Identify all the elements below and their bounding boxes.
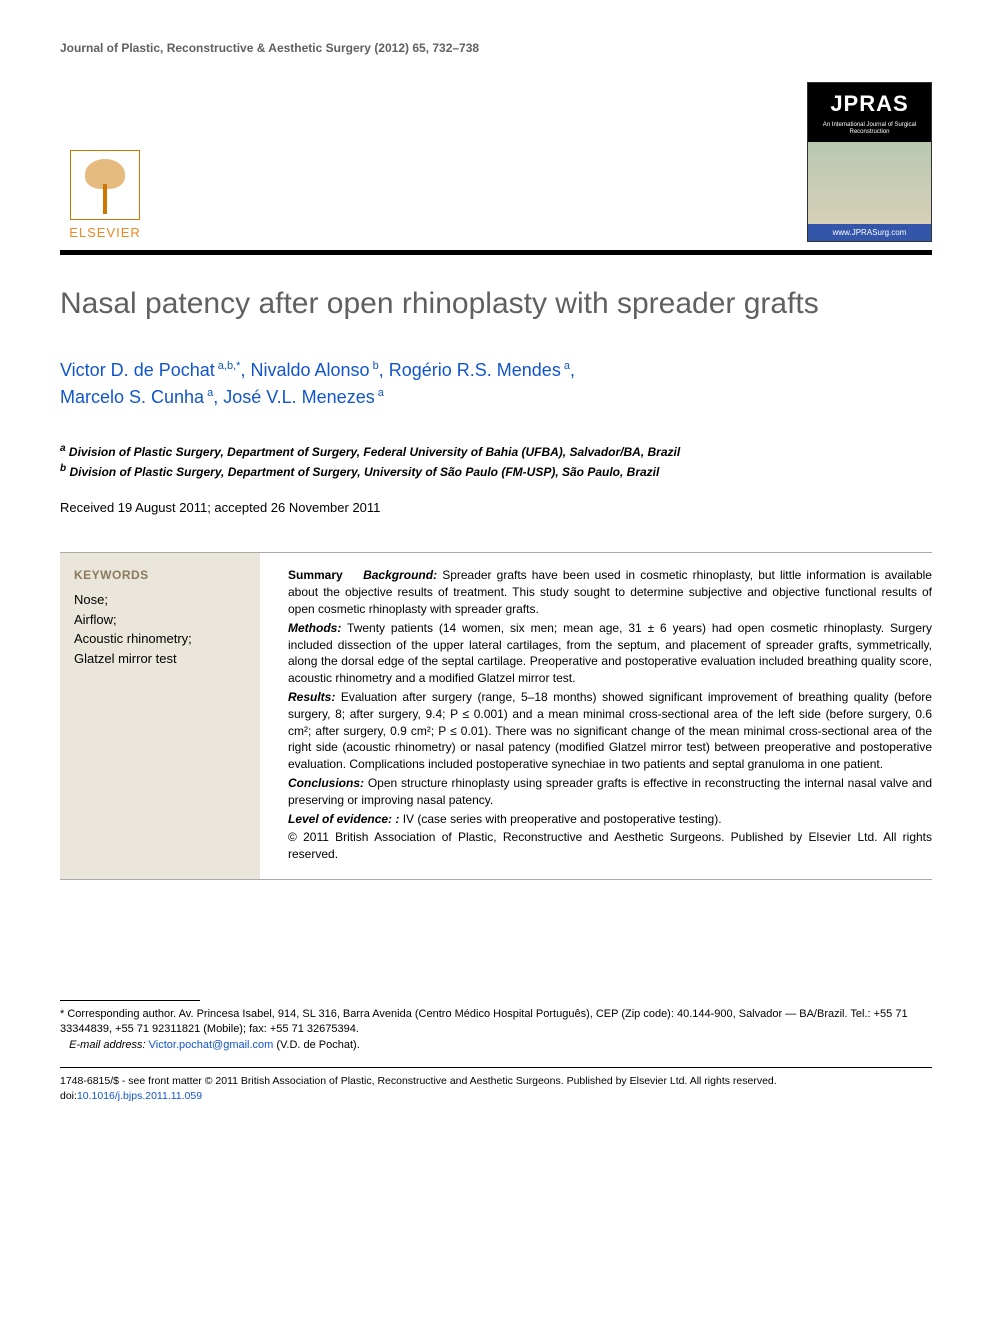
abstract-methods-text: Twenty patients (14 women, six men; mean… <box>288 621 932 685</box>
abstract-section-label: Conclusions: <box>288 776 364 790</box>
author[interactable]: Nivaldo Alonso b <box>250 360 378 380</box>
abstract-section-label: Methods: <box>288 621 341 635</box>
journal-reference: Journal of Plastic, Reconstructive & Aes… <box>60 40 932 57</box>
article-title: Nasal patency after open rhinoplasty wit… <box>60 285 932 323</box>
abstract-text: Summary Background: Spreader grafts have… <box>260 553 932 879</box>
doi-link[interactable]: 10.1016/j.bjps.2011.11.059 <box>77 1090 202 1102</box>
elsevier-logo-text: ELSEVIER <box>69 224 141 242</box>
doi-prefix: doi: <box>60 1090 77 1102</box>
abstract-section-label: Background: <box>363 568 437 582</box>
abstract-conclusions-text: Open structure rhinoplasty using spreade… <box>288 776 932 807</box>
corresponding-email-link[interactable]: Victor.pochat@gmail.com <box>149 1039 274 1051</box>
author[interactable]: Rogério R.S. Mendes a <box>389 360 570 380</box>
summary-label: Summary <box>288 568 343 582</box>
jpras-title: JPRAS <box>812 89 927 120</box>
header-rule <box>60 250 932 255</box>
jpras-journal-cover: JPRAS An International Journal of Surgic… <box>807 82 932 242</box>
affiliation: a Division of Plastic Surgery, Departmen… <box>60 441 932 461</box>
abstract-section-label: Results: <box>288 690 335 704</box>
abstract-section: KEYWORDS Nose; Airflow; Acoustic rhinome… <box>60 553 932 879</box>
author[interactable]: José V.L. Menezes a <box>223 387 384 407</box>
article-dates: Received 19 August 2011; accepted 26 Nov… <box>60 499 932 517</box>
elsevier-tree-icon <box>70 150 140 220</box>
corresponding-author-footnote: * Corresponding author. Av. Princesa Isa… <box>60 1007 932 1053</box>
authors-list: Victor D. de Pochat a,b,*, Nivaldo Alons… <box>60 357 932 411</box>
logos-row: ELSEVIER JPRAS An International Journal … <box>60 82 932 242</box>
corresponding-email-suffix: (V.D. de Pochat). <box>276 1039 359 1051</box>
footer-rule <box>60 1067 932 1068</box>
keyword: Acoustic rhinometry; <box>74 629 246 649</box>
abstract-section-label: Level of evidence: : <box>288 812 399 826</box>
jpras-cover-image <box>808 142 931 224</box>
abstract-evidence-text: IV (case series with preoperative and po… <box>403 812 722 826</box>
keywords-heading: KEYWORDS <box>74 567 246 584</box>
abstract-results-text: Evaluation after surgery (range, 5–18 mo… <box>288 690 932 771</box>
keyword: Glatzel mirror test <box>74 649 246 669</box>
elsevier-logo: ELSEVIER <box>60 142 150 242</box>
jpras-subtitle: An International Journal of Surgical Rec… <box>812 122 927 136</box>
affiliations: a Division of Plastic Surgery, Departmen… <box>60 441 932 481</box>
footer-copyright: 1748-6815/$ - see front matter © 2011 Br… <box>60 1074 932 1103</box>
keywords-list: Nose; Airflow; Acoustic rhinometry; Glat… <box>74 590 246 668</box>
email-label: E-mail address: <box>69 1039 145 1051</box>
jpras-url: www.JPRASurg.com <box>808 224 931 241</box>
author[interactable]: Marcelo S. Cunha a <box>60 387 213 407</box>
corresponding-marker: * <box>60 1008 64 1020</box>
keywords-box: KEYWORDS Nose; Airflow; Acoustic rhinome… <box>60 553 260 879</box>
keyword: Nose; <box>74 590 246 610</box>
abstract-copyright: © 2011 British Association of Plastic, R… <box>288 829 932 863</box>
author[interactable]: Victor D. de Pochat a,b,* <box>60 360 240 380</box>
corresponding-text: Corresponding author. Av. Princesa Isabe… <box>60 1008 908 1035</box>
footnote-rule <box>60 1000 200 1001</box>
keyword: Airflow; <box>74 610 246 630</box>
issn-line: 1748-6815/$ - see front matter © 2011 Br… <box>60 1074 932 1089</box>
abstract-bottom-rule <box>60 879 932 880</box>
affiliation: b Division of Plastic Surgery, Departmen… <box>60 461 932 481</box>
